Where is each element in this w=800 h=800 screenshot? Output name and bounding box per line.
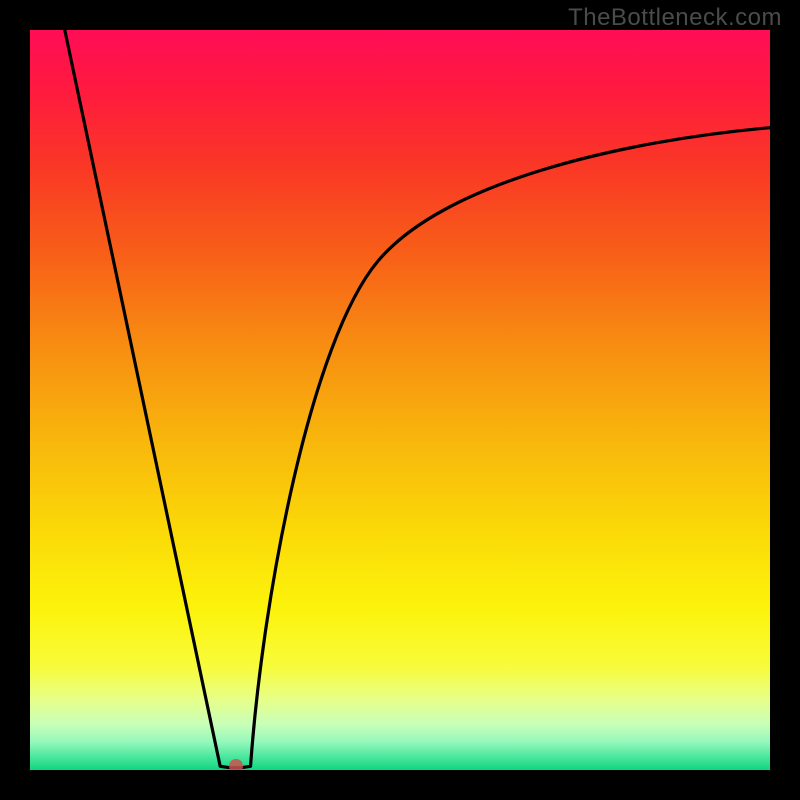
source-watermark: TheBottleneck.com [568, 4, 782, 32]
plot-area [30, 30, 770, 770]
chart-frame: TheBottleneck.com [0, 0, 800, 800]
optimum-marker [229, 759, 243, 770]
bottleneck-curve [30, 30, 770, 770]
